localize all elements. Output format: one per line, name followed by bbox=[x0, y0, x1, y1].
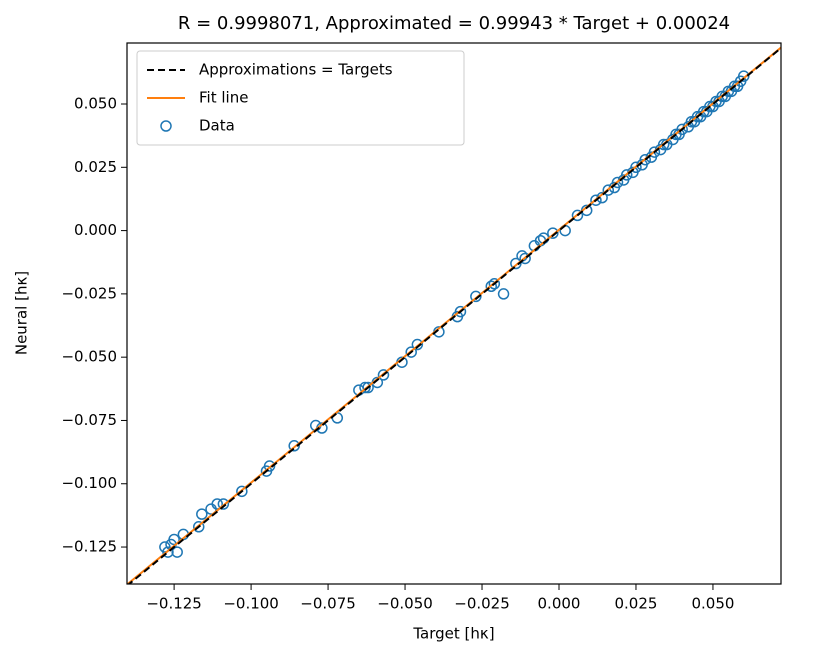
data-point bbox=[737, 70, 750, 82]
y-tick-label: 0.025 bbox=[74, 158, 117, 176]
x-tick-label: −0.025 bbox=[454, 595, 510, 613]
axes-frame bbox=[126, 42, 782, 585]
x-axis-label: Target [hκ] bbox=[412, 625, 494, 643]
data-point bbox=[571, 209, 584, 222]
series-line bbox=[127, 47, 781, 584]
data-point bbox=[263, 460, 276, 472]
data-point bbox=[676, 123, 688, 136]
legend-label: Approximations = Targets bbox=[199, 61, 393, 79]
data-point bbox=[377, 369, 390, 381]
y-tick-label: −0.050 bbox=[61, 348, 117, 366]
data-point bbox=[602, 184, 615, 196]
y-tick-label: 0.050 bbox=[74, 95, 117, 113]
data-point bbox=[217, 498, 230, 510]
legend-box bbox=[136, 50, 465, 146]
y-axis-label: Neural [hκ] bbox=[13, 271, 31, 355]
data-point bbox=[171, 546, 183, 558]
data-point bbox=[470, 290, 482, 303]
data-point bbox=[192, 521, 205, 533]
y-tick-label: −0.100 bbox=[61, 474, 117, 492]
y-tick-label: −0.025 bbox=[61, 284, 117, 302]
data-point bbox=[519, 252, 531, 265]
x-tick-label: 0.000 bbox=[538, 595, 581, 613]
x-tick-label: 0.050 bbox=[691, 595, 734, 613]
data-point bbox=[236, 485, 248, 498]
data-point bbox=[497, 288, 510, 300]
data-point bbox=[362, 381, 374, 394]
legend-swatch bbox=[160, 120, 172, 132]
data-point bbox=[657, 138, 670, 151]
data-point bbox=[510, 257, 522, 270]
data-point bbox=[648, 146, 661, 158]
data-point bbox=[211, 498, 223, 510]
chart-title: R = 0.9998071, Approximated = 0.99943 * … bbox=[178, 13, 730, 34]
data-point bbox=[620, 169, 633, 181]
data-point bbox=[162, 546, 174, 558]
x-tick-label: −0.050 bbox=[377, 595, 433, 613]
y-tick-label: −0.075 bbox=[61, 411, 117, 429]
data-point bbox=[405, 346, 417, 358]
data-point bbox=[547, 227, 559, 239]
data-point bbox=[196, 508, 208, 520]
y-tick-label: 0.000 bbox=[74, 221, 117, 239]
x-tick-label: −0.100 bbox=[223, 595, 279, 613]
x-tick-label: −0.075 bbox=[300, 595, 356, 613]
y-tick-label: −0.125 bbox=[61, 538, 117, 556]
legend-label: Fit line bbox=[199, 89, 248, 107]
data-point bbox=[411, 338, 424, 351]
data-point bbox=[639, 153, 651, 166]
data-point bbox=[488, 278, 501, 290]
x-tick-label: 0.025 bbox=[614, 595, 657, 613]
data-point bbox=[288, 440, 300, 452]
x-tick-label: −0.125 bbox=[146, 595, 202, 613]
data-point bbox=[359, 381, 371, 394]
data-point bbox=[168, 533, 180, 546]
legend-label: Data bbox=[199, 117, 235, 135]
data-point bbox=[590, 194, 602, 206]
data-point bbox=[454, 305, 467, 318]
data-point bbox=[611, 176, 624, 189]
data-point bbox=[485, 280, 498, 293]
data-point bbox=[630, 161, 642, 174]
plot-area bbox=[127, 46, 781, 584]
